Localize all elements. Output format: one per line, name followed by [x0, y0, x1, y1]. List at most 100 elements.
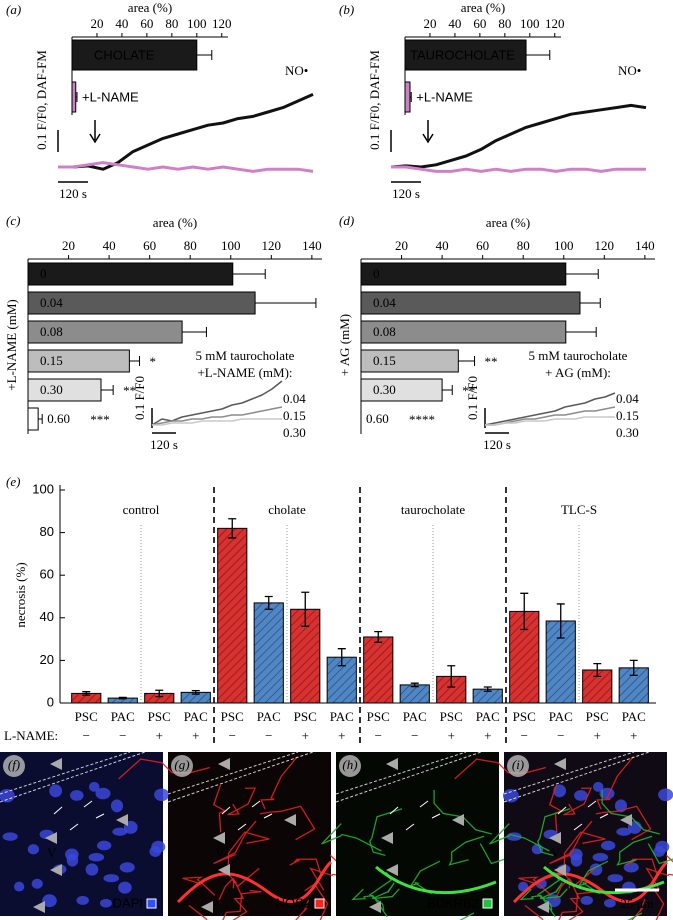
series-label: 0.04 — [616, 391, 639, 406]
inset-title: + AG (mM): — [545, 365, 611, 380]
arrowhead — [201, 901, 213, 913]
bar — [404, 81, 411, 113]
error-bar — [75, 92, 78, 102]
bar — [27, 262, 234, 286]
stain — [640, 883, 665, 920]
nucleus — [592, 781, 604, 792]
basement-line — [0, 751, 146, 803]
trace-line — [391, 165, 646, 173]
stain — [448, 835, 485, 866]
scale-label: 0.1 F/F0, DAF-FM — [367, 50, 382, 150]
x-tick-label: 100 — [221, 238, 241, 253]
y-tick-label: 40 — [40, 609, 54, 624]
category-label: 0.15 — [373, 353, 396, 368]
category-label: PAC — [622, 709, 646, 724]
stain — [549, 820, 593, 865]
stain — [213, 820, 257, 865]
nucleus — [607, 874, 624, 883]
arrowhead — [537, 901, 549, 913]
error-bar — [155, 689, 164, 698]
channel-swatch — [146, 898, 157, 909]
category-label: 0.30 — [40, 382, 63, 397]
stain — [368, 871, 392, 911]
nucleus — [0, 788, 15, 803]
pointer-arrow — [263, 813, 273, 819]
x-tick-label: 40 — [103, 238, 116, 253]
treatment-label: − — [229, 728, 236, 743]
pointer-arrow — [251, 800, 261, 808]
x-tick-label: 60 — [143, 238, 156, 253]
stimulus-arrow — [89, 120, 101, 144]
nucleus — [14, 881, 25, 892]
stain — [601, 789, 660, 835]
treatment-label: + — [594, 728, 601, 743]
nucleus — [70, 790, 84, 801]
bar — [363, 636, 394, 704]
nucleus — [154, 788, 170, 802]
error-bar — [196, 50, 213, 60]
error-bar — [191, 689, 200, 695]
axis-title: area (%) — [486, 215, 530, 230]
stain — [371, 882, 400, 900]
panel-badge — [339, 755, 361, 777]
stain — [647, 843, 673, 865]
arrowhead — [554, 758, 566, 770]
category-label: 0.08 — [40, 324, 63, 339]
micrograph: V (i) 25 μm — [454, 751, 673, 920]
error-bar — [520, 592, 529, 631]
x-tick-label: 120 — [212, 16, 232, 31]
category-label: PSC — [440, 709, 463, 724]
stain — [289, 858, 322, 876]
pointer-arrow — [557, 806, 567, 815]
x-tick-label: 40 — [448, 16, 461, 31]
axis-title: area (%) — [128, 0, 172, 15]
treatment-label: − — [557, 728, 564, 743]
y-axis-title: + AG (mM) — [337, 314, 352, 376]
annotation: NO• — [618, 63, 641, 78]
bar — [360, 262, 567, 286]
group-label: cholate — [268, 502, 306, 517]
micrograph: V (f) DAPI — [0, 751, 170, 916]
error-bar — [629, 659, 638, 676]
error-bar — [579, 298, 601, 308]
nucleus — [604, 898, 616, 908]
x-tick-label: 60 — [140, 16, 153, 31]
group-label: taurocholate — [401, 502, 465, 517]
trace-line — [151, 406, 283, 426]
nucleus — [580, 895, 593, 905]
trace-line — [484, 392, 616, 426]
error-bar — [100, 385, 114, 395]
nucleus — [27, 844, 40, 855]
pointer-arrow — [405, 823, 415, 831]
pointer-arrow — [419, 800, 429, 808]
stain — [188, 904, 208, 920]
vessel-label: V — [215, 845, 225, 860]
stain — [563, 787, 593, 816]
stain — [645, 854, 673, 891]
panel-label: (f) — [8, 757, 20, 772]
category-label: +L-NAME — [82, 89, 139, 104]
error-bar — [565, 327, 597, 337]
axis-title: area (%) — [153, 215, 197, 230]
stain — [212, 784, 227, 833]
significance: * — [150, 354, 157, 369]
channel-swatch — [482, 898, 493, 909]
y-tick-label: 20 — [40, 652, 54, 667]
stain — [222, 889, 262, 920]
stain — [524, 904, 544, 920]
stain — [433, 789, 492, 835]
arrowhead — [218, 758, 230, 770]
bar — [71, 81, 77, 113]
category-label: PAC — [184, 709, 208, 724]
vessel — [375, 865, 497, 895]
error-bar — [232, 269, 266, 279]
nucleus — [600, 840, 616, 851]
error-bar — [301, 591, 310, 627]
pointer-arrow — [431, 813, 441, 819]
category-label: PAC — [111, 709, 135, 724]
category-label: PSC — [221, 709, 244, 724]
pointer-arrow — [573, 823, 583, 831]
series-label: 0.15 — [283, 408, 306, 423]
micrograph: V (h) BDKRB2 — [321, 751, 516, 920]
arrowhead — [33, 901, 45, 913]
